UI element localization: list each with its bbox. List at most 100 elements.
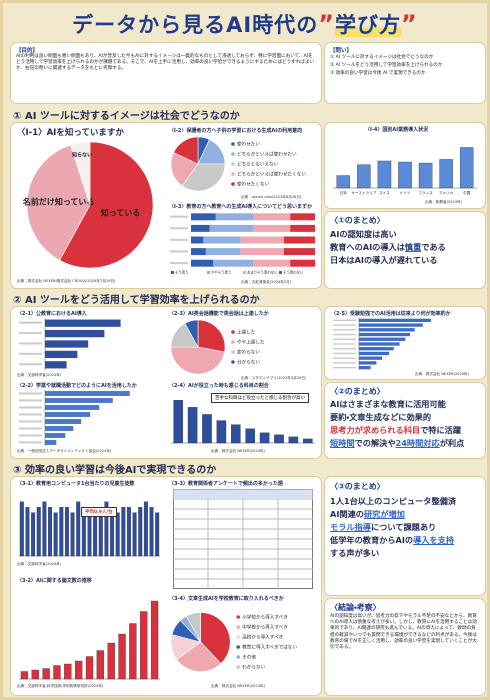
bar [53, 665, 61, 680]
label-placeholder [19, 352, 42, 355]
summary-text: 短時間 [330, 438, 355, 448]
summary-text: である [421, 242, 446, 252]
bar-chart: 日本 オーストラリア スイス ドイツ フランス アメリカ 中国 [333, 147, 477, 195]
bar-segment [213, 259, 253, 267]
legend-label: わからない [242, 664, 265, 671]
bar [64, 663, 72, 680]
bar [143, 501, 148, 557]
bar [70, 512, 75, 557]
label-placeholder [19, 406, 42, 409]
summary-lines: 1人1台以上のコンピュータ整備済 AI関連の研究が増加 モラル指導について課題あり低… [330, 495, 456, 560]
bar-chart [19, 390, 130, 446]
bar [288, 436, 299, 444]
summary-text: 要約・文章生成などに効果的 [330, 412, 432, 422]
section-heading: ② AI ツールをどう活用して学習効率を上げられるのか [13, 295, 260, 306]
legend-swatch [231, 330, 235, 334]
bar [132, 512, 137, 557]
chart-title: 〈I-2〉保護者の方へ子供の学習における生成AIの利用意向 [169, 128, 303, 134]
conclusion-text: AIの認知度は高いが、思考力の低下やモラル不足の不安などから、教育へのAI導入は… [330, 614, 477, 651]
title-emph: 学び方 [335, 13, 402, 37]
summary-text: 導入を支持 [413, 535, 455, 545]
title: データから見るAI時代の”学び方” [3, 9, 487, 39]
x-tick-label: フランス [418, 190, 433, 195]
summary-box: 〈②のまとめ〉 AIはさまざまな教育に活用可能 要約・文章生成などに効果的 思考力が… [325, 383, 485, 458]
label-placeholder [333, 362, 356, 364]
label-placeholder [170, 250, 188, 253]
label-placeholder [19, 392, 42, 395]
legend-swatch [231, 142, 235, 146]
label-placeholder [333, 324, 356, 326]
annotation: 平均0.9人/台 [81, 507, 117, 517]
annotation: 苦手な科目ほど役立ったと感じる割合が高い [211, 393, 309, 403]
bar-chart [171, 400, 315, 444]
bar [140, 611, 148, 680]
summary-text: での解決や [354, 438, 396, 448]
legend-label: 高校から導入すべき [242, 634, 283, 641]
legend-swatch [236, 635, 240, 639]
chart-title: 〈3-3〉教育関係者アンケートで頻出の多かった語 [169, 481, 283, 487]
legend-swatch [231, 350, 235, 354]
label-placeholder [333, 352, 356, 355]
bar [259, 432, 270, 444]
legend-label: ややそう思う [211, 270, 231, 275]
text: AIの利用は良い側面も悪い側面もあり、AIが普及した今もAIに対するイメージは一… [16, 54, 315, 72]
chart-title: 〈2-5〉受験勉強でのAI活用は従来より何が効率的か [331, 311, 451, 317]
legend-swatch [236, 655, 240, 659]
summary-text: する声が多い [330, 548, 380, 558]
summary-line: 短時間での解決や24時間対応が利点 [330, 437, 464, 450]
bar [155, 512, 160, 557]
x-tick-label: アメリカ [439, 190, 454, 195]
chart-title: 〈I-3〉教育の方へ教育への生成AI導入についてどう思いますか [169, 204, 312, 210]
bar-segment [191, 224, 210, 232]
summary-heading: 〈③のまとめ〉 [330, 482, 385, 491]
bar [359, 328, 415, 332]
chart-title: 〈3-4〉文章生成AIを学校教育に取り入れるべきか [169, 596, 284, 602]
source: 出典：株式会社 NEXER(2025年) [415, 372, 470, 376]
legend-label: 分からない [237, 359, 260, 366]
pie-slice [59, 141, 154, 269]
bar-segment [191, 248, 206, 256]
slice-label: 知らない [72, 152, 92, 159]
source: 出典：株式会社 NEXER(2023年) [211, 684, 266, 688]
summary-heading: 〈②のまとめ〉 [330, 387, 385, 396]
pie-slice [200, 612, 231, 665]
label-placeholder [19, 434, 42, 437]
summary-line: 教育へのAIの導入は慎重である [330, 241, 446, 254]
bar [245, 428, 255, 444]
conclusion-heading: 〈結論・考察〉 [330, 603, 381, 612]
bar [187, 407, 198, 444]
bar [359, 347, 394, 351]
summary-text: 思考力が求められる科目 [330, 425, 421, 435]
bar [149, 507, 154, 557]
summary-line: AIはさまざまな教育に活用可能 [330, 398, 464, 411]
bar-chart [19, 501, 160, 557]
section-heading: ① AI ツールに対するイメージは社会でどうなのか [13, 111, 240, 122]
bar-segment [191, 236, 204, 244]
label-placeholder [19, 441, 42, 444]
bar [45, 319, 121, 327]
bar-segment [240, 248, 284, 256]
legend-label: 上達した [237, 329, 256, 336]
source: 出典：丸紅育英会(2024年2月) [241, 280, 292, 284]
heading: 【目的】 [16, 48, 39, 54]
legend-swatch [231, 152, 235, 156]
bar [53, 512, 58, 557]
summary-line: 日本はAIの導入が遅れている [330, 254, 446, 267]
bar [45, 329, 105, 338]
summary-line: 低学年の教育からAIの導入を支持 [330, 534, 456, 547]
label-placeholder [333, 333, 356, 336]
summary-line: AIの認知度は高い [330, 228, 446, 241]
bar-chart [19, 318, 121, 370]
legend-label: どちらかといえば使わせたくない [237, 171, 306, 178]
bar-segment [253, 213, 291, 221]
bar [42, 501, 47, 557]
bar-segment [284, 248, 315, 256]
bar [357, 164, 371, 189]
bar-segment [253, 224, 291, 232]
label-placeholder [170, 215, 188, 218]
bar [85, 656, 94, 680]
summary-lines: AIの認知度は高い 教育へのAIの導入は慎重である 日本はAIの導入が遅れている [330, 228, 446, 267]
source: 出典：一般社団法人データサイエンティスト協会(2024年) [17, 449, 112, 453]
bar [138, 507, 143, 557]
bar [303, 438, 313, 444]
